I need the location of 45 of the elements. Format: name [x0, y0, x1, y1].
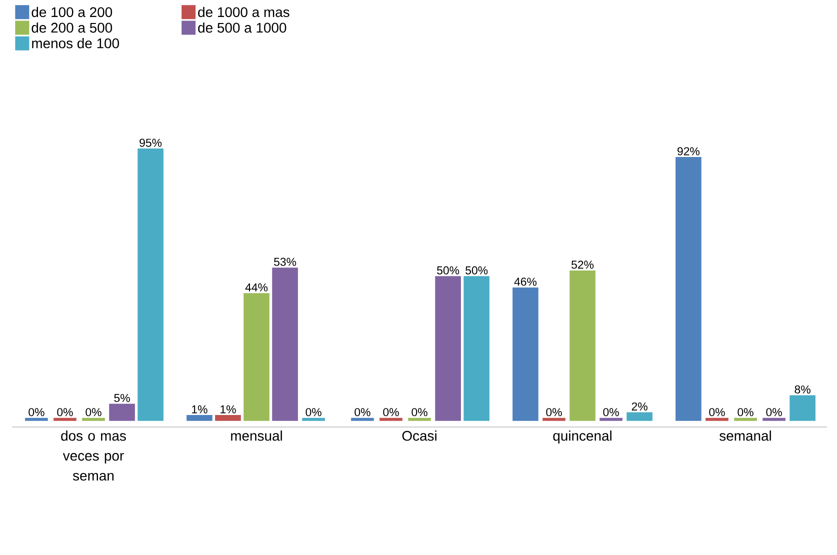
data-label: 46% — [514, 278, 537, 286]
data-label: 50% — [466, 266, 488, 274]
legend-label: de 1000 a mas — [198, 6, 290, 18]
data-label: 5% — [114, 394, 130, 402]
bar — [272, 268, 298, 421]
data-label: 0% — [546, 408, 562, 416]
bar — [186, 415, 212, 421]
data-label: 0% — [738, 408, 754, 416]
data-label: 0% — [603, 408, 619, 416]
x-tick-label: semanal — [720, 430, 771, 441]
data-label: 0% — [383, 408, 399, 416]
x-tick-label: dos o mas veces por seman — [61, 430, 126, 481]
x-tick-label: mensual — [231, 430, 282, 441]
data-label: 0% — [57, 408, 73, 416]
data-label: 0% — [412, 408, 428, 416]
bar — [435, 276, 461, 421]
bar — [138, 148, 164, 421]
data-label: 2% — [632, 402, 648, 411]
data-label: 0% — [354, 408, 370, 416]
bar — [790, 395, 816, 421]
data-label: 8% — [794, 385, 810, 394]
data-label: 92% — [678, 147, 700, 156]
legend-label: menos de 100 — [32, 38, 120, 48]
legend-label: de 200 a 500 — [32, 22, 112, 33]
data-label: 0% — [86, 408, 102, 416]
data-label: 0% — [709, 408, 725, 416]
data-label: 52% — [571, 260, 594, 269]
bar — [109, 404, 135, 421]
x-tick-label: Ocasi — [402, 430, 436, 441]
bar — [464, 276, 490, 421]
bar — [676, 157, 702, 421]
legend-label: de 500 a 1000 — [198, 22, 286, 33]
bar — [626, 412, 652, 421]
data-label: 0% — [28, 408, 44, 416]
data-label: 50% — [437, 266, 460, 274]
bar — [512, 287, 538, 421]
x-tick-label: quincenal — [553, 430, 612, 444]
data-label: 0% — [766, 408, 782, 416]
data-label: 1% — [220, 405, 236, 414]
data-label: 44% — [245, 283, 268, 292]
data-label: 95% — [140, 138, 162, 147]
data-label: 0% — [306, 408, 322, 416]
data-label: 1% — [192, 405, 208, 414]
data-label: 53% — [274, 258, 296, 266]
legend-label: de 100 a 200 — [32, 6, 112, 18]
